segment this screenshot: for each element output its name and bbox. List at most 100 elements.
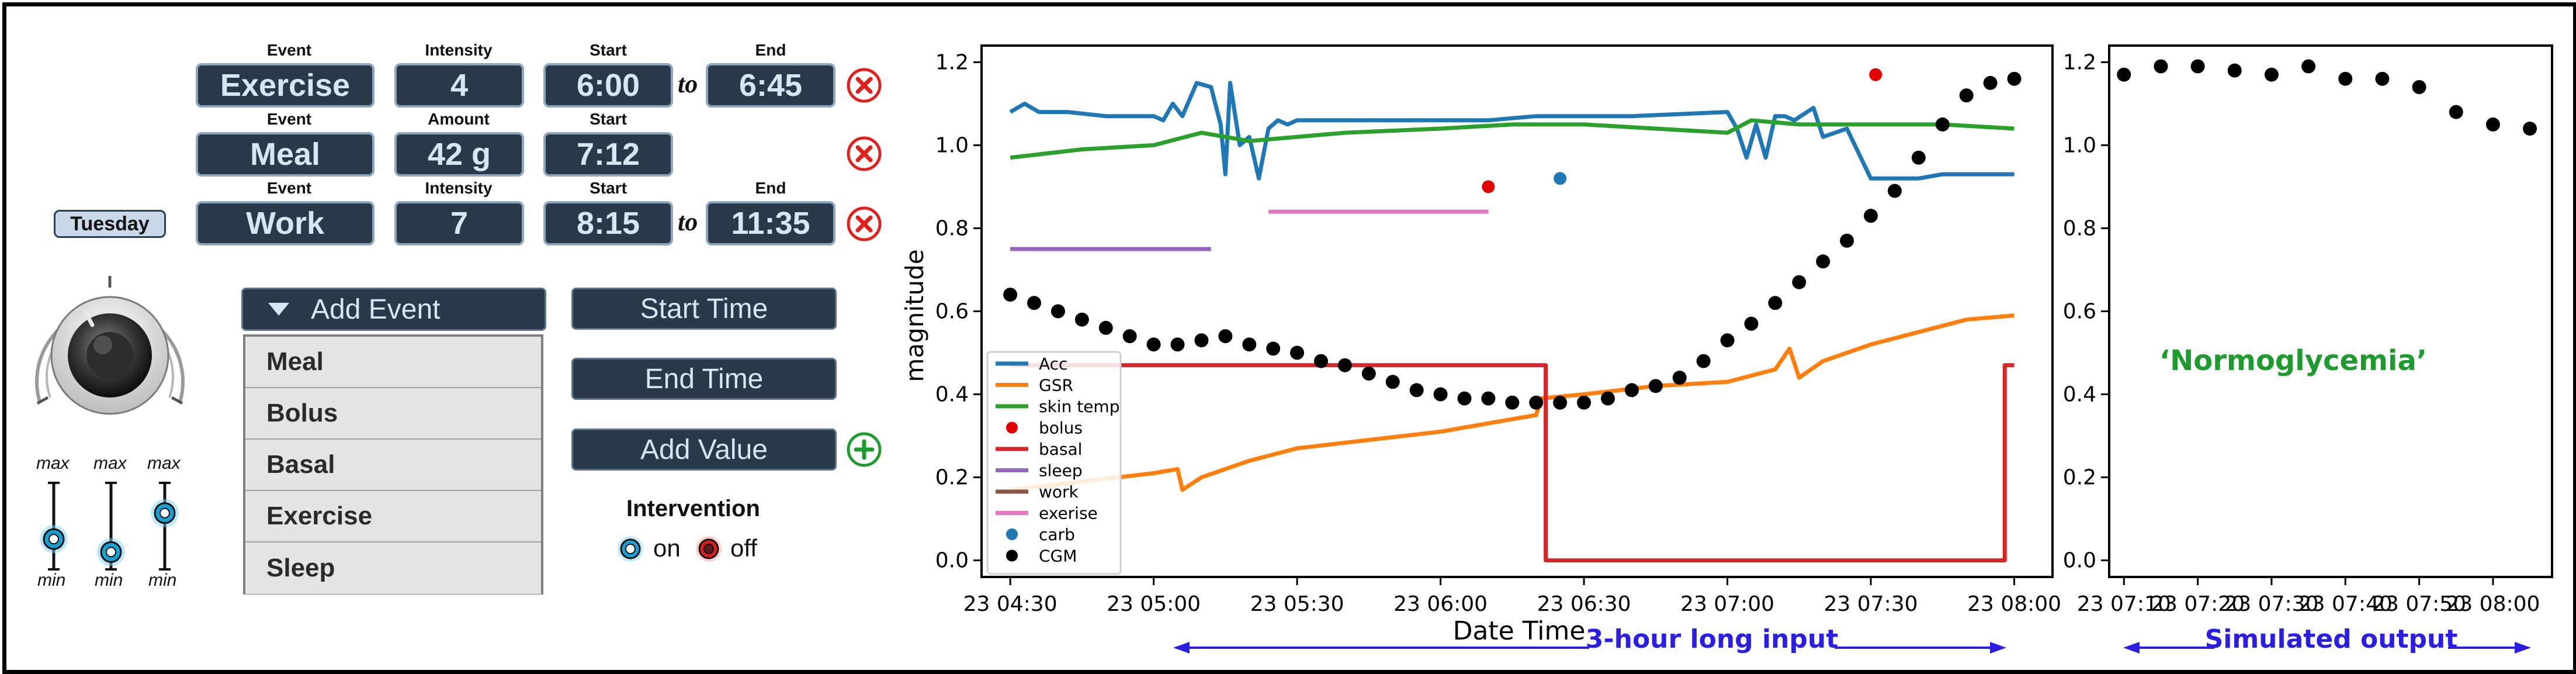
point-CGM (1385, 375, 1400, 389)
x-tick-label: 23 08:00 (2446, 592, 2540, 616)
plot-area (2108, 44, 2553, 578)
legend-label: work (1039, 482, 1079, 502)
event-2-type-field[interactable]: Meal (196, 132, 375, 177)
slider-1[interactable] (36, 477, 71, 575)
legend-swatch (1006, 528, 1018, 540)
x-tick-label: 23 07:50 (2372, 592, 2466, 616)
point-CGM (1170, 337, 1185, 352)
point-output (2449, 105, 2463, 119)
legend-label: sleep (1039, 461, 1083, 481)
x-tick-label: 23 07:20 (2151, 592, 2245, 616)
x-tick-label: 23 08:00 (1967, 592, 2061, 616)
y-tick-label: 0.4 (2063, 383, 2096, 407)
point-CGM (1098, 320, 1113, 335)
event-2-type-header: Event (266, 110, 312, 128)
slider-knob-center (160, 507, 170, 519)
point-output (2523, 122, 2537, 136)
point-CGM (1935, 117, 1950, 132)
menu-item-sleep[interactable]: Sleep (245, 542, 541, 594)
event-1-start-field[interactable]: 6:00 (543, 63, 673, 108)
event-1-to-label: to (678, 70, 698, 98)
point-CGM (1792, 275, 1807, 289)
x-tick-label: 23 07:40 (2298, 592, 2393, 616)
delete-event-3-button[interactable] (845, 205, 883, 243)
state-label: ‘Normoglycemia’ (2159, 344, 2427, 377)
event-1-value-header: Intensity (425, 41, 493, 59)
intervention-on-radio[interactable] (616, 534, 645, 564)
annotation-bg (1589, 620, 1835, 659)
y-tick-label: 0.2 (935, 466, 969, 490)
x-tick-label: 23 07:30 (2224, 592, 2318, 616)
point-CGM (1768, 296, 1783, 310)
slider-knob-center (48, 534, 59, 545)
intensity-knob[interactable] (16, 268, 203, 431)
slider-1-min-label: min (37, 571, 66, 590)
y-tick-label: 0.2 (2063, 466, 2096, 490)
event-2-value-header: Amount (428, 110, 490, 128)
point-CGM (1218, 329, 1233, 344)
point-CGM (1290, 345, 1305, 360)
point-CGM (1864, 209, 1878, 223)
point-CGM (1361, 367, 1376, 381)
delete-event-2-button[interactable] (845, 135, 883, 172)
event-3-to-label: to (678, 208, 698, 236)
point-output (2375, 71, 2390, 86)
point-output (2227, 63, 2242, 78)
y-tick-label: 1.0 (935, 133, 969, 157)
start-time-button[interactable]: Start Time (571, 288, 837, 330)
legend-swatch (1006, 421, 1018, 434)
event-2-start-header: Start (590, 110, 627, 128)
day-label[interactable]: Tuesday (54, 210, 166, 238)
point-output (2190, 59, 2205, 74)
point-CGM (2007, 71, 2022, 86)
y-tick-label: 1.0 (2063, 133, 2096, 157)
intervention-title: Intervention (626, 496, 760, 521)
event-2-value-field[interactable]: 42 g (394, 132, 524, 177)
plus-icon[interactable] (845, 431, 883, 468)
point-CGM (1337, 358, 1352, 372)
delete-event-1-button[interactable] (845, 67, 883, 104)
slider-2-min-label: min (95, 571, 123, 590)
menu-item-bolus[interactable]: Bolus (245, 388, 541, 440)
event-3-start-field[interactable]: 8:15 (543, 201, 673, 246)
y-tick-label: 0.0 (935, 549, 969, 573)
point-CGM (1481, 391, 1496, 406)
menu-item-meal[interactable]: Meal (245, 337, 541, 388)
event-1-type-field[interactable]: Exercise (196, 63, 375, 108)
slider-3[interactable] (147, 477, 182, 575)
slider-3-min-label: min (148, 571, 177, 590)
slider-2[interactable] (93, 477, 129, 575)
slider-1-max-label: max (36, 454, 70, 473)
legend-label: CGM (1039, 547, 1077, 566)
point-CGM (1457, 391, 1472, 406)
input-span-label: 3-hour long input (1586, 624, 1838, 654)
point-CGM (1577, 395, 1592, 410)
menu-item-basal[interactable]: Basal (245, 440, 541, 491)
event-3-end-field[interactable]: 11:35 (706, 201, 835, 246)
event-1-value-field[interactable]: 4 (394, 63, 524, 108)
intervention-on-label: on (653, 534, 681, 562)
event-3-start-header: Start (590, 179, 627, 197)
add-value-button[interactable]: Add Value (571, 428, 837, 471)
point-CGM (1720, 333, 1735, 348)
event-3-end-header: End (755, 179, 786, 197)
intervention-off-radio[interactable] (694, 534, 723, 564)
event-1-end-field[interactable]: 6:45 (706, 63, 835, 108)
point-bolus (1482, 180, 1495, 193)
point-CGM (1266, 341, 1281, 356)
menu-item-exercise[interactable]: Exercise (245, 491, 541, 542)
point-CGM (1816, 254, 1830, 269)
point-CGM (1074, 312, 1089, 327)
point-CGM (1027, 296, 1042, 310)
event-3-type-field[interactable]: Work (196, 201, 375, 246)
end-time-button[interactable]: End Time (571, 358, 837, 400)
event-2-start-field[interactable]: 7:12 (543, 132, 673, 177)
add-event-dropdown[interactable]: Add Event (241, 288, 546, 331)
event-3-value-field[interactable]: 7 (394, 201, 524, 246)
point-output (2117, 67, 2131, 82)
series-line-skin-temp (1010, 118, 2015, 160)
x-tick-label: 23 06:00 (1393, 592, 1488, 616)
point-CGM (1242, 337, 1257, 352)
point-CGM (1313, 354, 1328, 368)
